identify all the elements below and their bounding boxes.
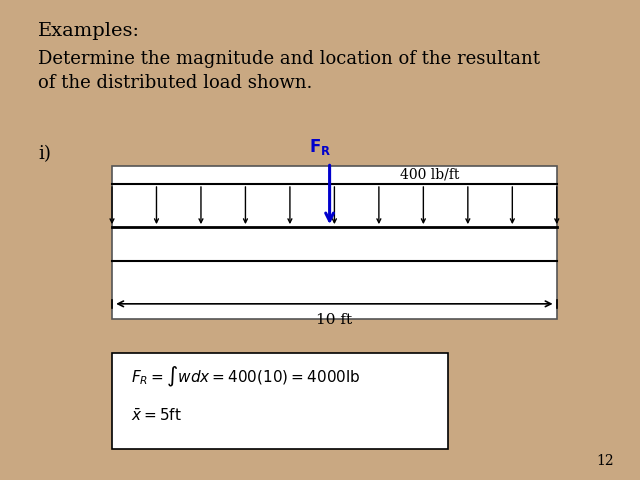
Bar — [112, 353, 448, 449]
Text: $\bar{x} = 5\mathrm{ft}$: $\bar{x} = 5\mathrm{ft}$ — [131, 408, 182, 424]
Text: 400 lb/ft: 400 lb/ft — [400, 168, 460, 181]
Bar — [112, 166, 557, 319]
Text: $F_R = \int wdx = 400(10) = 4000\mathrm{lb}$: $F_R = \int wdx = 400(10) = 4000\mathrm{… — [131, 365, 361, 389]
Text: i): i) — [38, 144, 51, 163]
Text: 10 ft: 10 ft — [316, 313, 353, 327]
Text: 12: 12 — [596, 454, 614, 468]
Text: $\mathbf{F_R}$: $\mathbf{F_R}$ — [309, 137, 331, 156]
Text: Examples:: Examples: — [38, 22, 140, 40]
Text: Determine the magnitude and location of the resultant
of the distributed load sh: Determine the magnitude and location of … — [38, 50, 540, 92]
